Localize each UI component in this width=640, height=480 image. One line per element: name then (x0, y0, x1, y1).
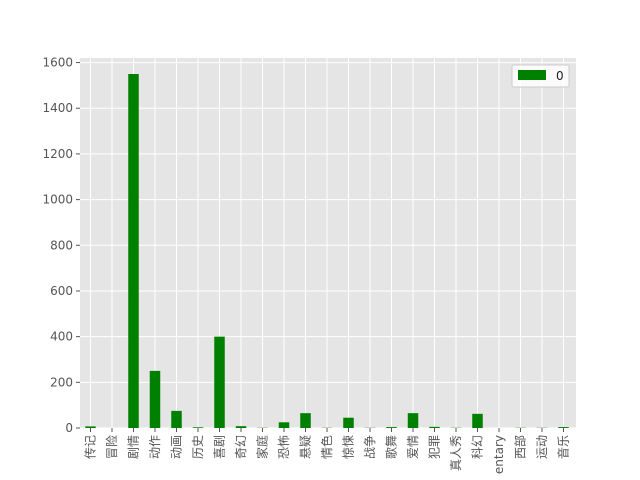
legend-swatch (518, 70, 546, 80)
bar (85, 426, 96, 428)
x-tick-label: 运动 (535, 435, 549, 459)
x-tick-label: 真人秀 (449, 435, 463, 471)
plot-background (80, 58, 576, 428)
x-tick-label: 西部 (513, 435, 528, 459)
y-tick-label: 1600 (42, 56, 73, 70)
y-axis-ticks: 0 200 400 600 800 1000 1200 1400 1600 (42, 56, 80, 435)
bar (235, 426, 247, 428)
x-tick-label: 情色 (320, 435, 334, 459)
bar (558, 427, 569, 428)
y-tick-label: 600 (50, 284, 73, 298)
x-tick-label: 战争 (363, 435, 377, 459)
bar (171, 410, 182, 428)
bar (128, 73, 139, 428)
x-tick-label: 冒险 (104, 435, 119, 459)
y-tick-label: 1000 (42, 193, 73, 207)
grid-lines (80, 58, 576, 429)
legend: 0 (511, 64, 570, 88)
x-tick-label: 犯罪 (428, 435, 442, 459)
bar (278, 422, 290, 428)
legend-label: 0 (556, 69, 564, 83)
x-tick-label: 惊悚 (341, 435, 356, 459)
x-tick-label: 喜剧 (213, 435, 227, 459)
bar (214, 336, 225, 428)
y-tick-label: 200 (50, 375, 73, 389)
bars (85, 73, 569, 428)
x-tick-label: 剧情 (127, 435, 141, 459)
bar (192, 427, 204, 428)
x-axis-ticks: 传记 冒险 剧情 动作 动画 历史 喜剧 奇幻 家庭 恐怖 悬疑 情色 惊悚 战争 歌舞 爱情 犯罪 真人秀 科幻 e… (83, 428, 571, 474)
x-tick-label: 科幻 (471, 435, 485, 459)
x-tick-label: 恐怖 (276, 435, 291, 459)
y-tick-label: 800 (50, 238, 73, 252)
x-tick-label: 动作 (148, 435, 162, 459)
bar (472, 413, 483, 428)
x-tick-label: 爱情 (406, 435, 420, 459)
y-tick-label: 1200 (42, 147, 73, 161)
x-tick-label: 动画 (170, 435, 184, 459)
bar (407, 413, 419, 428)
x-tick-label: 音乐 (556, 435, 571, 459)
x-tick-label: 奇幻 (234, 435, 248, 459)
y-tick-label: 0 (65, 421, 73, 435)
x-tick-label: 悬疑 (298, 435, 313, 459)
x-tick-label: 历史 (191, 435, 205, 459)
y-tick-label: 1400 (42, 101, 73, 115)
bar (300, 413, 311, 428)
bar (343, 417, 354, 428)
x-tick-label: 家庭 (255, 435, 270, 459)
x-tick-label: entary (492, 435, 506, 474)
bar (429, 426, 440, 428)
bar (149, 370, 161, 428)
bar (386, 427, 397, 428)
x-tick-label: 传记 (83, 435, 98, 459)
y-tick-label: 400 (50, 330, 73, 344)
x-tick-label: 歌舞 (384, 435, 399, 459)
